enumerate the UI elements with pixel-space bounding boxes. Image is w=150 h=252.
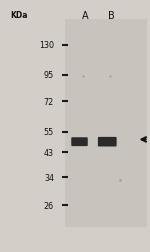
Text: KDa: KDa <box>11 11 28 20</box>
FancyBboxPatch shape <box>98 137 117 147</box>
Text: B: B <box>108 11 114 21</box>
Text: 43: 43 <box>44 148 54 157</box>
FancyBboxPatch shape <box>71 138 88 147</box>
FancyBboxPatch shape <box>64 20 147 227</box>
Text: 95: 95 <box>44 71 54 80</box>
Text: 55: 55 <box>44 128 54 137</box>
Text: 26: 26 <box>44 201 54 210</box>
Text: 130: 130 <box>39 41 54 50</box>
Text: 34: 34 <box>44 173 54 182</box>
Text: 72: 72 <box>44 98 54 107</box>
Text: A: A <box>81 11 88 21</box>
